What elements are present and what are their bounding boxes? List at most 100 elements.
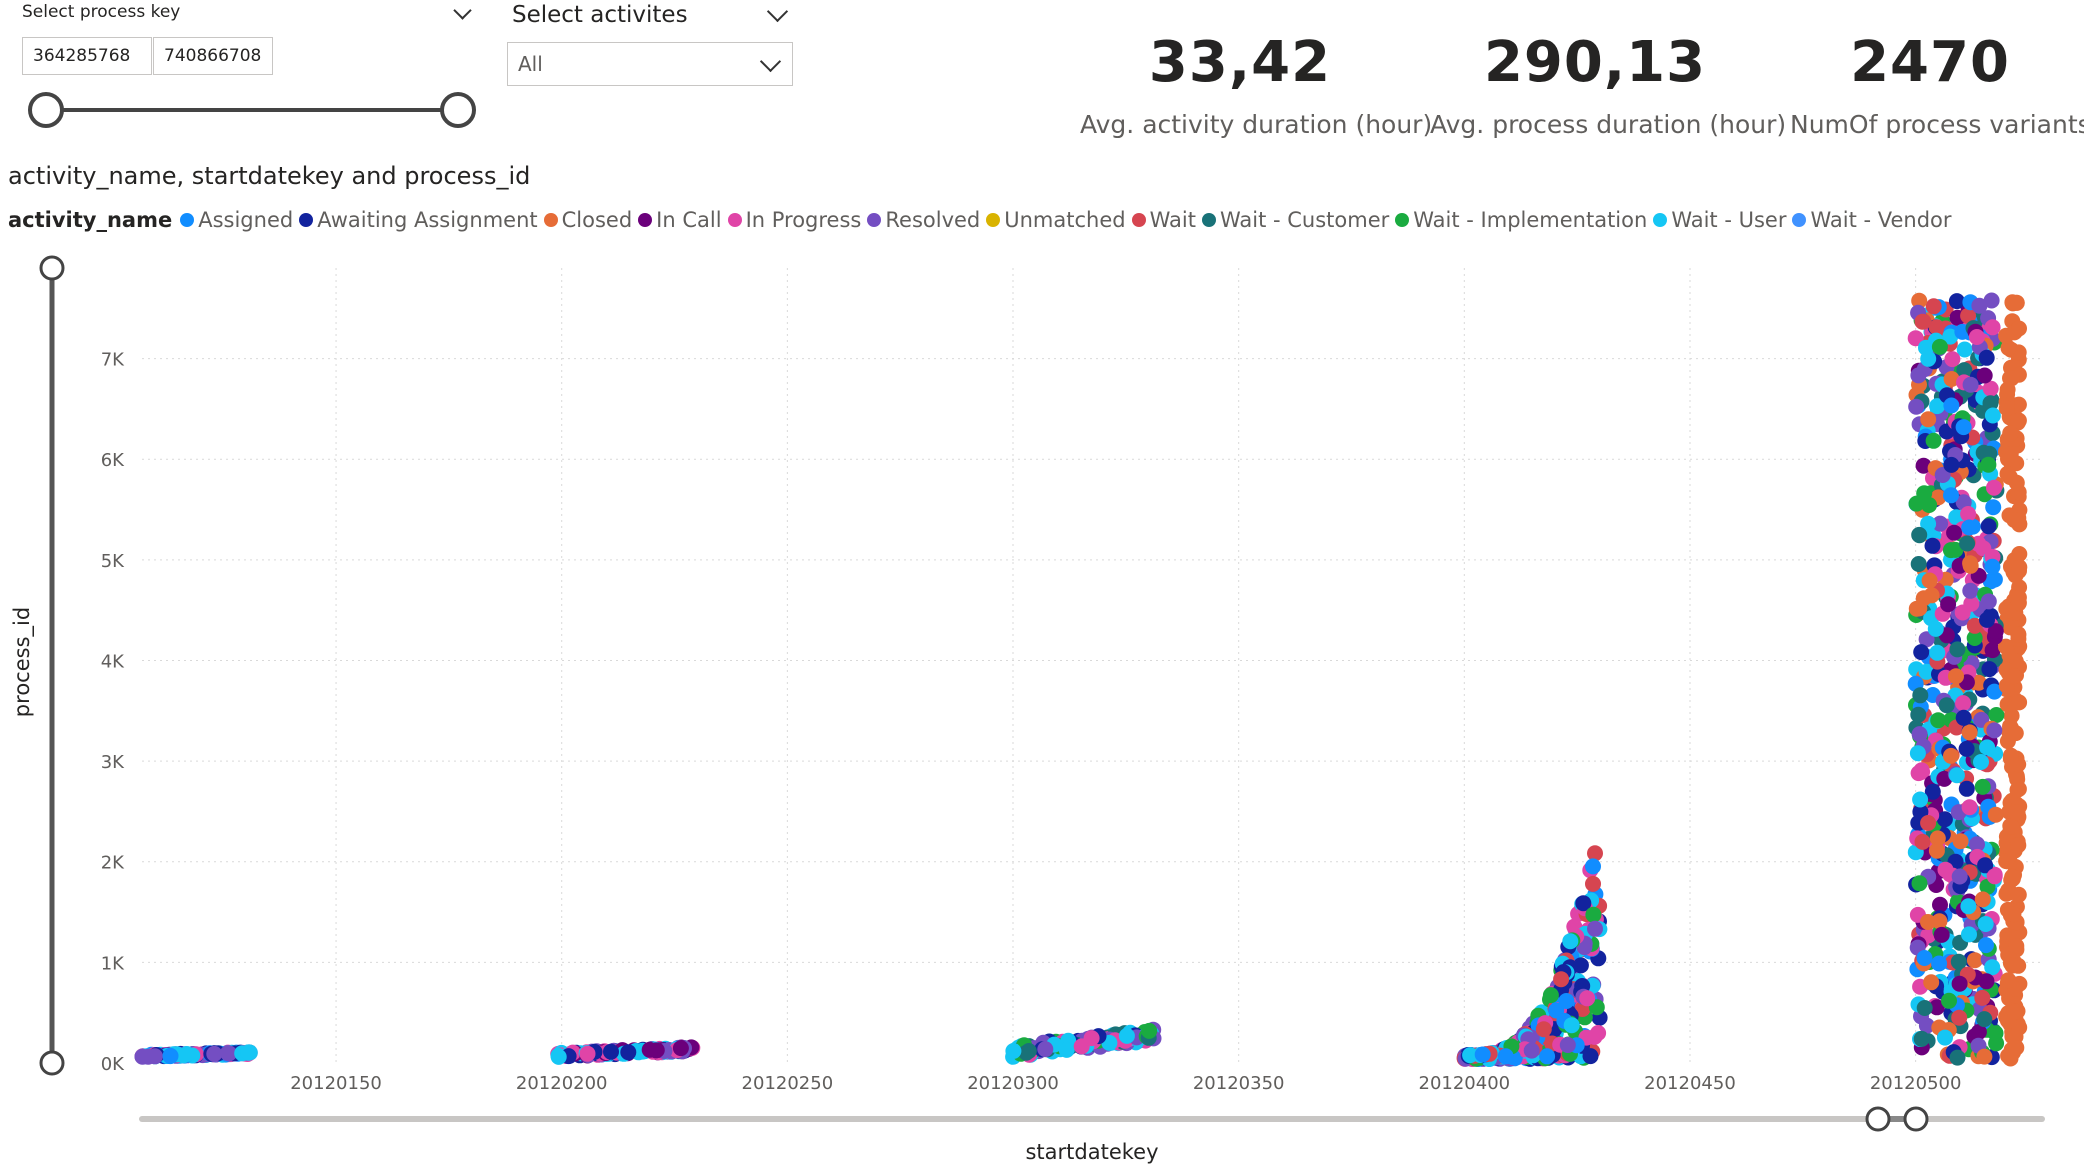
data-point[interactable] (1010, 1039, 1027, 1056)
data-point[interactable] (1967, 639, 1984, 656)
data-point[interactable] (1984, 612, 2001, 629)
data-point[interactable] (165, 1046, 182, 1063)
data-point[interactable] (591, 1045, 608, 1062)
data-point[interactable] (1912, 728, 1929, 745)
data-point[interactable] (214, 1046, 231, 1063)
data-point[interactable] (1568, 928, 1585, 945)
data-point[interactable] (1998, 443, 2014, 460)
data-point[interactable] (1118, 1027, 1135, 1044)
data-point[interactable] (1924, 783, 1941, 800)
data-point[interactable] (1945, 973, 1962, 990)
data-point[interactable] (1542, 1024, 1558, 1041)
data-point[interactable] (1971, 843, 1988, 860)
data-point[interactable] (2002, 955, 2019, 972)
data-point[interactable] (1958, 740, 1975, 757)
data-point[interactable] (219, 1044, 236, 1061)
data-point[interactable] (2005, 1044, 2021, 1061)
data-point[interactable] (634, 1042, 651, 1059)
data-point[interactable] (1987, 1025, 2004, 1042)
data-point[interactable] (1999, 927, 2016, 944)
data-point[interactable] (1145, 1030, 1162, 1047)
data-point[interactable] (1921, 954, 1938, 970)
data-point[interactable] (1926, 557, 1943, 574)
data-point[interactable] (2007, 434, 2024, 450)
data-point[interactable] (1462, 1047, 1479, 1064)
data-point[interactable] (1973, 329, 1990, 345)
data-point[interactable] (1978, 846, 1995, 863)
data-point[interactable] (2001, 723, 2018, 740)
data-point[interactable] (1556, 1012, 1573, 1029)
chevron-down-icon[interactable] (766, 0, 789, 23)
data-point[interactable] (1954, 672, 1970, 689)
data-point[interactable] (1915, 377, 1932, 394)
data-point[interactable] (1467, 1047, 1484, 1064)
data-point[interactable] (1938, 359, 1955, 376)
data-point[interactable] (550, 1047, 567, 1064)
data-point[interactable] (1911, 600, 1928, 617)
data-point[interactable] (1952, 388, 1969, 405)
data-point[interactable] (1041, 1038, 1058, 1055)
data-point[interactable] (557, 1047, 574, 1064)
data-point[interactable] (1984, 319, 2001, 336)
data-point[interactable] (1979, 430, 1995, 446)
data-point[interactable] (1549, 1006, 1566, 1023)
data-point[interactable] (1913, 644, 1930, 661)
data-point[interactable] (1572, 1048, 1589, 1065)
data-point[interactable] (1924, 537, 1941, 554)
data-point[interactable] (1971, 350, 1988, 367)
data-point[interactable] (1547, 988, 1564, 1005)
data-point[interactable] (1965, 990, 1982, 1007)
data-point[interactable] (1981, 881, 1998, 898)
data-point[interactable] (1982, 607, 1999, 624)
data-point[interactable] (2002, 747, 2019, 764)
data-point[interactable] (1947, 541, 1964, 558)
data-point[interactable] (1458, 1048, 1475, 1065)
data-point[interactable] (1557, 956, 1574, 973)
data-point[interactable] (1516, 1041, 1533, 1058)
data-point[interactable] (2001, 408, 2018, 425)
data-point[interactable] (185, 1047, 202, 1064)
data-point[interactable] (1140, 1027, 1157, 1044)
data-point[interactable] (2004, 822, 2021, 839)
data-point[interactable] (1934, 467, 1951, 483)
data-point[interactable] (1145, 1021, 1162, 1038)
data-point[interactable] (1950, 953, 1967, 970)
data-point[interactable] (1512, 1032, 1529, 1049)
data-point[interactable] (2000, 598, 2017, 615)
data-point[interactable] (670, 1042, 687, 1059)
data-point[interactable] (1468, 1050, 1485, 1067)
data-point[interactable] (1481, 1050, 1498, 1067)
data-point[interactable] (1962, 722, 1979, 739)
data-point[interactable] (208, 1046, 224, 1063)
data-point[interactable] (1533, 1005, 1550, 1022)
data-point[interactable] (552, 1047, 569, 1064)
data-point[interactable] (1582, 862, 1599, 879)
data-point[interactable] (1044, 1043, 1061, 1060)
data-point[interactable] (1980, 845, 1997, 862)
data-point[interactable] (2006, 512, 2023, 528)
data-point[interactable] (1986, 683, 2003, 700)
data-point[interactable] (204, 1045, 221, 1062)
data-point[interactable] (595, 1044, 612, 1061)
data-point[interactable] (1967, 914, 1984, 931)
data-point[interactable] (1540, 1044, 1557, 1060)
data-point[interactable] (654, 1044, 670, 1061)
data-point[interactable] (1525, 1047, 1541, 1064)
data-point[interactable] (1961, 799, 1978, 816)
data-point[interactable] (164, 1047, 181, 1064)
data-point[interactable] (1952, 878, 1969, 895)
data-point[interactable] (1920, 335, 1937, 351)
data-point[interactable] (219, 1045, 236, 1062)
data-point[interactable] (2004, 758, 2020, 775)
data-point[interactable] (210, 1045, 226, 1062)
data-point[interactable] (1913, 800, 1930, 817)
data-point[interactable] (1544, 1026, 1561, 1042)
data-point[interactable] (654, 1042, 671, 1059)
data-point[interactable] (2000, 609, 2016, 626)
data-point[interactable] (2008, 898, 2025, 915)
data-point[interactable] (2011, 546, 2028, 562)
data-point[interactable] (1942, 542, 1959, 559)
data-point[interactable] (598, 1045, 615, 1062)
data-point[interactable] (1521, 1030, 1538, 1047)
data-point[interactable] (205, 1046, 221, 1063)
